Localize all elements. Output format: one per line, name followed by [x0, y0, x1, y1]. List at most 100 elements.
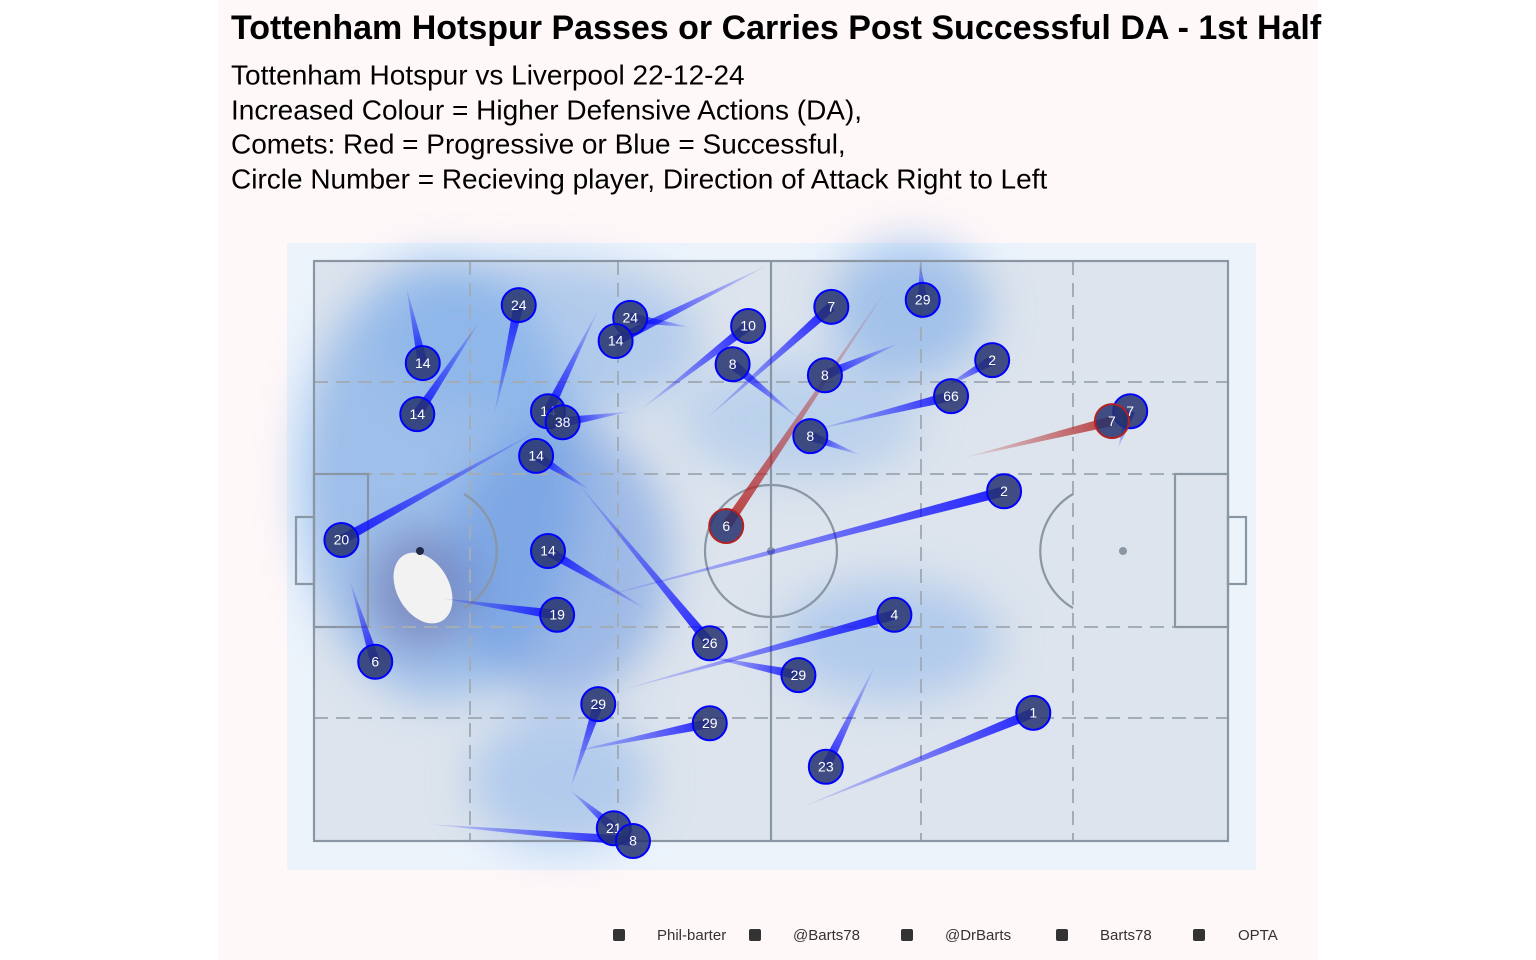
receiver-circle: [580, 686, 617, 723]
receiver-circle: [780, 657, 817, 694]
footer-icon: [901, 929, 913, 941]
footer-icon: [1193, 929, 1205, 941]
receiver-circle: [904, 281, 941, 318]
receiver-label: 24: [622, 310, 638, 326]
receiver-circle: [544, 404, 581, 441]
comet-tail: [349, 580, 381, 664]
comet-tail: [440, 597, 558, 620]
receiver-label: 1: [1029, 705, 1037, 721]
receiver-circle: [806, 357, 843, 394]
comet-tail: [722, 284, 890, 529]
receiver-label: 14: [608, 333, 624, 349]
receiver-label: 14: [528, 448, 544, 464]
receiver-label: 29: [590, 696, 606, 712]
receiver-label: 29: [915, 292, 931, 308]
receiver-circle: [323, 521, 360, 558]
receiver-label: 8: [821, 367, 829, 383]
comet-tail: [705, 303, 835, 420]
subtitle: Increased Colour = Higher Defensive Acti…: [231, 94, 862, 125]
receiver-label: 10: [740, 318, 756, 334]
receiver-circle: [714, 346, 751, 383]
comet-tail: [569, 702, 604, 790]
receiver-circle: [1015, 694, 1052, 731]
receiver-label: 14: [415, 355, 431, 371]
receiver-circle: [813, 288, 850, 325]
footer-text: OPTA: [1238, 927, 1278, 944]
receiver-label: 26: [702, 635, 718, 651]
footer-text: Barts78: [1100, 927, 1152, 944]
comet-tail: [494, 303, 524, 416]
receiver-circle: [986, 473, 1023, 510]
receiver-circle: [807, 748, 844, 785]
footer-text: @Barts78: [793, 927, 860, 944]
comet-tail: [821, 665, 876, 769]
receiver-circle: [597, 323, 634, 360]
receiver-label: 20: [334, 532, 350, 548]
receiver-label: 19: [549, 607, 565, 623]
receiver-circle: [730, 307, 767, 344]
receiver-circle: [708, 508, 745, 545]
comet-tail: [569, 718, 711, 753]
density-peak: [393, 552, 453, 624]
receiver-label: 8: [806, 428, 814, 444]
comet-tail: [620, 609, 896, 691]
comet-tail: [800, 708, 1036, 808]
receiver-label: 38: [555, 414, 571, 430]
receiver-circle: [518, 437, 555, 474]
receiver-circle: [974, 342, 1011, 379]
comet-tail: [545, 546, 648, 611]
receiver-label: 14: [540, 543, 556, 559]
comet-tail: [729, 360, 801, 420]
comet-tail: [413, 320, 481, 417]
comet-tail: [406, 287, 428, 365]
footer-text: Phil-barter: [657, 927, 726, 944]
receiver-circle: [539, 596, 576, 633]
subtitle: Circle Number = Recieving player, Direct…: [231, 163, 1047, 194]
receiver-circle: [876, 596, 913, 633]
receiver-label: 8: [729, 356, 737, 372]
receiver-circle: [1093, 403, 1130, 440]
chart-title: Tottenham Hotspur Passes or Carries Post…: [231, 9, 1322, 47]
receiver-circle: [933, 378, 970, 415]
comet-tail: [814, 391, 953, 430]
receiver-circle: [357, 643, 394, 680]
receiver-circle: [404, 345, 441, 382]
receiver-circle: [691, 705, 728, 742]
comet-tail: [543, 309, 599, 414]
receiver-label: 7: [1126, 403, 1134, 419]
receiver-label: 24: [511, 297, 527, 313]
footer-icon: [613, 929, 625, 941]
comet-tail: [613, 265, 769, 346]
footer-icon: [749, 929, 761, 941]
comet-tail: [590, 486, 1006, 600]
receiver-label: 29: [702, 715, 718, 731]
receiver-label: 7: [827, 299, 835, 315]
subtitle: Comets: Red = Progressive or Blue = Succ…: [231, 128, 846, 159]
receiver-label: 14: [409, 406, 425, 422]
footer-text: @DrBarts: [945, 927, 1011, 944]
receiver-label: 23: [818, 758, 834, 774]
receiver-label: 66: [943, 388, 959, 404]
receiver-circle: [614, 823, 651, 859]
receiver-label: 8: [629, 833, 637, 849]
receiver-circle: [691, 625, 728, 662]
receiver-label: 29: [791, 667, 807, 683]
receiver-circle: [399, 396, 436, 433]
comet-tail: [640, 322, 752, 411]
comet-tail: [428, 824, 634, 846]
receiver-label: 4: [890, 607, 898, 623]
comet-tail: [962, 416, 1114, 459]
receiver-circle: [529, 533, 566, 569]
footer-icon: [1056, 929, 1068, 941]
receiver-label: 2: [1000, 483, 1008, 499]
receiver-circle: [792, 418, 829, 455]
receiver-label: 7: [1108, 413, 1116, 429]
receiver-label: 6: [722, 518, 730, 534]
density: [300, 240, 1000, 850]
comet-tail: [575, 480, 714, 647]
receiver-circle: [500, 287, 537, 324]
receiver-label: 2: [988, 352, 996, 368]
receiver-label: 6: [371, 653, 379, 669]
comet-tail: [338, 429, 540, 545]
